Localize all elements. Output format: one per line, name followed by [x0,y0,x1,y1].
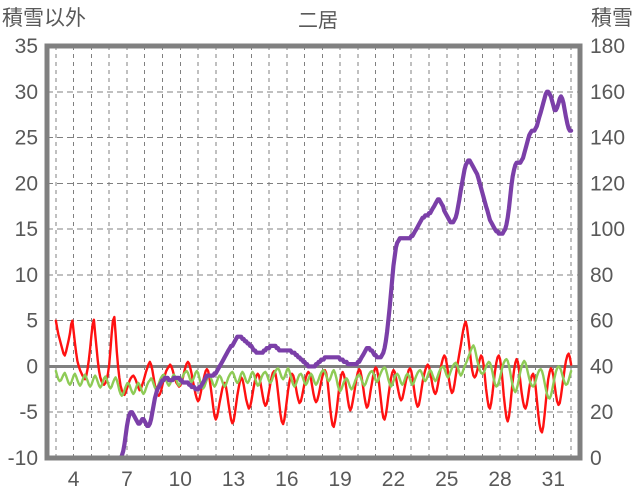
svg-text:4: 4 [68,468,80,491]
svg-text:20: 20 [590,401,613,424]
svg-text:140: 140 [590,127,625,150]
svg-text:25: 25 [435,468,458,491]
svg-text:30: 30 [15,81,38,104]
svg-text:31: 31 [542,468,565,491]
svg-text:22: 22 [382,468,405,491]
axis-tick-labels: 35302520151050-5-10180160140120100806040… [8,35,625,491]
svg-text:-10: -10 [8,447,38,470]
svg-text:80: 80 [590,264,613,287]
svg-text:7: 7 [121,468,133,491]
left-axis-title: 積雪以外 [2,7,86,30]
svg-text:35: 35 [15,35,38,58]
right-axis-title: 積雪 [591,7,633,30]
svg-text:60: 60 [590,310,613,333]
svg-text:160: 160 [590,81,625,104]
svg-text:0: 0 [26,355,38,378]
svg-text:180: 180 [590,35,625,58]
svg-text:-5: -5 [19,401,38,424]
svg-text:20: 20 [15,172,38,195]
svg-text:10: 10 [15,264,38,287]
svg-text:10: 10 [169,468,192,491]
svg-text:100: 100 [590,218,625,241]
svg-text:15: 15 [15,218,38,241]
svg-text:40: 40 [590,355,613,378]
svg-text:0: 0 [590,447,602,470]
svg-text:16: 16 [275,468,298,491]
data-series [53,89,574,461]
svg-text:19: 19 [328,468,351,491]
svg-text:25: 25 [15,127,38,150]
page-title: 二居 [298,10,338,32]
svg-text:120: 120 [590,172,625,195]
plot-frame [44,43,583,461]
svg-text:28: 28 [488,468,511,491]
svg-text:13: 13 [222,468,245,491]
svg-text:5: 5 [26,310,38,333]
